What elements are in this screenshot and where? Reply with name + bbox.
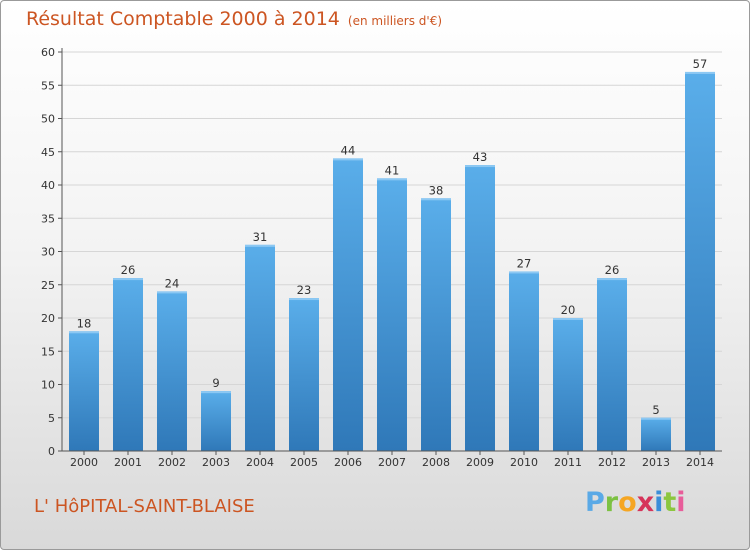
bar-2013 (641, 417, 671, 451)
bar-2001 (113, 278, 143, 451)
bar-2004 (245, 244, 275, 451)
bar-highlight (289, 298, 319, 301)
y-tick-label: 60 (41, 46, 55, 59)
y-tick-label: 45 (41, 146, 55, 159)
bar-highlight (641, 417, 671, 420)
y-tick-label: 30 (41, 246, 55, 259)
bar-highlight (377, 178, 407, 181)
bar-highlight (201, 391, 231, 394)
bar-highlight (509, 271, 539, 274)
proxiti-logo: Proxiti (585, 487, 686, 518)
x-tick-label: 2006 (334, 456, 362, 469)
x-tick-label: 2013 (642, 456, 670, 469)
bar-highlight (245, 244, 275, 247)
data-label: 41 (385, 163, 400, 177)
bar-2005 (289, 298, 319, 451)
y-tick-label: 15 (41, 345, 55, 358)
bar-highlight (597, 278, 627, 281)
bar-highlight (465, 165, 495, 168)
data-label: 26 (121, 263, 136, 277)
x-tick-label: 2010 (510, 456, 538, 469)
bar-2006 (333, 158, 363, 451)
x-tick-label: 2011 (554, 456, 582, 469)
data-label: 57 (693, 57, 708, 71)
bar-2012 (597, 278, 627, 451)
data-label: 18 (77, 316, 92, 330)
data-label: 31 (253, 230, 268, 244)
bar-highlight (421, 198, 451, 201)
data-label: 27 (517, 256, 532, 270)
data-label: 43 (473, 150, 488, 164)
chart-title: Résultat Comptable 2000 à 2014 (en millie… (26, 8, 442, 30)
y-tick-label: 10 (41, 379, 55, 392)
y-tick-label: 35 (41, 212, 55, 225)
axes: 0 5 10 15 20 25 30 35 40 45 50 55 60 2000 2001 2002 2003… (41, 46, 722, 469)
bar-2007 (377, 178, 407, 451)
x-tick-label: 2007 (378, 456, 406, 469)
bar-2011 (553, 318, 583, 451)
data-label: 23 (297, 283, 312, 297)
y-tick-label: 55 (41, 79, 55, 92)
x-tick-label: 2012 (598, 456, 626, 469)
y-tick-label: 40 (41, 179, 55, 192)
y-tick-label: 0 (48, 445, 55, 458)
bar-highlight (685, 71, 715, 74)
x-tick-label: 2014 (686, 456, 714, 469)
x-tick-label: 2008 (422, 456, 450, 469)
commune-name: L' HôPITAL-SAINT-BLAISE (34, 496, 255, 517)
bar-2008 (421, 198, 451, 451)
x-tick-label: 2004 (246, 456, 274, 469)
data-label: 38 (429, 183, 444, 197)
y-tick-label: 50 (41, 113, 55, 126)
bar-highlight (157, 291, 187, 294)
bar-2000 (69, 331, 99, 451)
bar-highlight (113, 278, 143, 281)
data-label: 5 (652, 403, 659, 417)
data-label: 44 (341, 143, 356, 157)
y-tick-label: 5 (48, 412, 55, 425)
data-label: 24 (165, 276, 180, 290)
x-tick-label: 2009 (466, 456, 494, 469)
data-label: 26 (605, 263, 620, 277)
x-tick-label: 2003 (202, 456, 230, 469)
bar-2002 (157, 291, 187, 451)
x-tick-label: 2001 (114, 456, 142, 469)
bar-2003 (201, 391, 231, 451)
bar-2014 (685, 71, 715, 451)
bar-2010 (509, 271, 539, 451)
x-tick-label: 2002 (158, 456, 186, 469)
x-tick-label: 2000 (70, 456, 98, 469)
title-text: Résultat Comptable 2000 à 2014 (26, 8, 340, 30)
x-tick-label: 2005 (290, 456, 318, 469)
bars: 18 26 24 9 31 23 44 41 38 43 27 20 26 5 57 (69, 57, 715, 452)
bar-highlight (553, 318, 583, 320)
bar-highlight (69, 331, 99, 334)
bar-highlight (333, 158, 363, 161)
data-label: 20 (561, 303, 576, 317)
y-tick-label: 20 (41, 312, 55, 325)
chart-subtitle: (en milliers d'€) (347, 14, 443, 28)
bar-2009 (465, 165, 495, 452)
data-label: 9 (212, 376, 219, 390)
y-tick-label: 25 (41, 279, 55, 292)
